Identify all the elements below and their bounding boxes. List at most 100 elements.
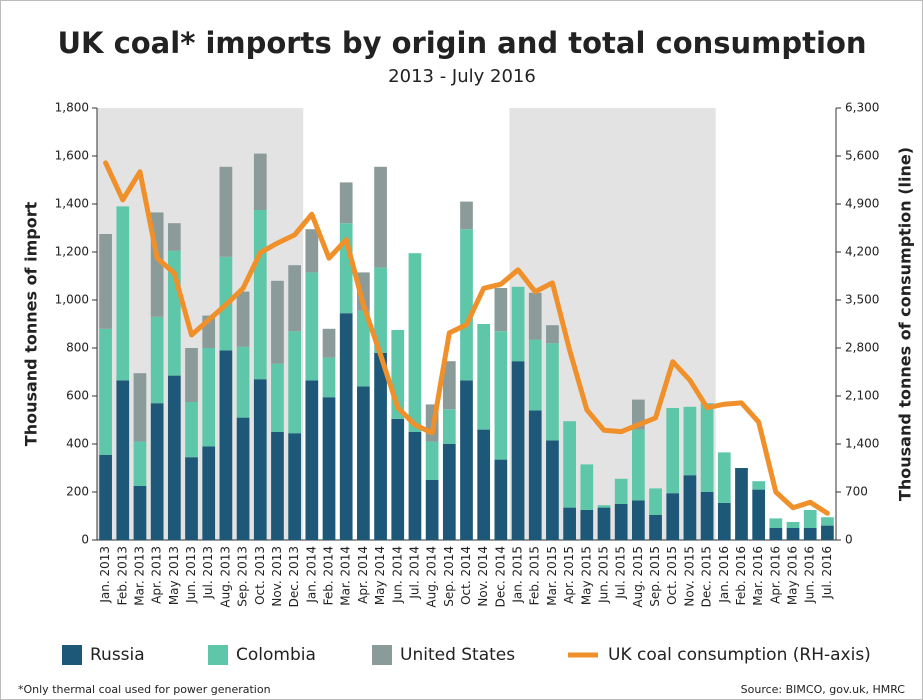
legend-swatch [62,645,82,665]
bar-segment [408,253,422,432]
bar-segment [563,507,576,540]
x-tick-label: Jan. 2013 [98,546,112,604]
bar-segment [442,409,456,444]
x-tick-label: Nov. 2015 [682,546,696,607]
bar-segment [339,313,353,540]
bar-segment [391,418,405,540]
y2-tick-label: 2,100 [845,389,879,403]
bar-segment [683,406,697,476]
bar-segment [700,492,714,540]
y2-tick-label: 2,800 [845,341,879,355]
x-tick-label: Apr. 2013 [150,546,164,604]
bar-segment [769,518,783,528]
y-tick-label: 200 [66,485,89,499]
bar-segment [322,357,336,398]
y2-tick-label: 1,400 [845,437,879,451]
bar-segment [253,379,267,540]
y2-axis-label: Thousand tonnes of consumption (line) [896,147,915,501]
x-tick-label: Nov. 2014 [476,546,490,607]
bar-segment [288,331,301,434]
bar-segment [271,432,284,540]
bar-segment [271,280,284,364]
x-tick-label: Jul. 2015 [614,546,628,600]
x-tick-label: Dec. 2015 [700,546,714,607]
bar-segment [236,417,250,540]
bar-segment [150,316,164,404]
x-tick-label: May 2013 [167,546,181,605]
bar-segment [374,352,387,540]
bar-segment [167,375,181,540]
bar-segment [752,489,766,540]
bar-segment [597,507,611,540]
bar-segment [150,403,164,540]
x-tick-label: Feb. 2013 [115,546,129,605]
y2-tick-label: 5,600 [845,149,879,163]
bar-segment [460,229,473,381]
bar-segment [374,267,387,353]
bar-segment [649,514,662,540]
bar-segment [253,153,267,210]
bar-segment [632,429,645,501]
bar-segment [752,481,766,490]
x-tick-label: Aug. 2014 [425,546,439,608]
y-tick-label: 1,000 [55,293,89,307]
year-band [97,108,304,540]
y-tick-label: 1,600 [55,149,89,163]
x-tick-label: Jul. 2014 [407,546,421,600]
bar-segment [546,325,559,344]
bar-segment [442,361,456,410]
bar-segment [305,272,319,381]
chart-subtitle: 2013 - July 2016 [388,66,536,87]
chart-title: UK coal* imports by origin and total con… [57,26,866,60]
bar-segment [425,480,439,540]
bar-segment [717,502,731,540]
x-tick-label: Sep. 2014 [442,546,456,607]
bar-segment [116,206,130,381]
bar-segment [580,464,594,510]
bar-segment [614,478,628,504]
bar-segment [357,310,370,387]
bar-segment [511,286,525,362]
bar-segment [99,328,112,455]
x-tick-label: Apr. 2015 [562,546,576,604]
bar-segment [185,457,198,540]
x-tick-label: Sep. 2013 [236,546,250,607]
bar-segment [185,348,198,402]
bar-segment [288,265,301,332]
bar-segment [305,229,319,273]
y2-tick-label: 700 [845,485,868,499]
bar-segment [786,528,800,540]
y-tick-label: 1,800 [55,101,89,115]
x-tick-label: Nov. 2013 [270,546,284,607]
bar-segment [477,324,491,430]
bar-segment [305,380,319,540]
y-tick-label: 1,400 [55,197,89,211]
x-tick-label: May 2014 [373,546,387,605]
y2-tick-label: 6,300 [845,101,879,115]
bar-segment [99,454,112,540]
x-tick-label: Mar. 2015 [545,546,559,606]
legend-label: Colombia [236,645,316,665]
bar-segment [803,510,817,528]
bar-segment [494,288,508,332]
year-band [509,108,716,540]
bar-segment [735,468,748,540]
bar-segment [116,380,130,540]
bar-segment [769,528,783,540]
bar-segment [528,410,542,540]
background-bands [97,108,716,540]
source: Source: BIMCO, gov.uk, HMRC [741,683,906,696]
bar-segment [717,452,731,503]
bar-segment [821,517,834,526]
bar-segment [803,528,817,540]
bar-segment [460,380,473,540]
y2-tick-label: 4,900 [845,197,879,211]
bar-segment [219,166,233,257]
x-tick-label: Sep. 2015 [648,546,662,607]
bar-segment [133,486,147,540]
bar-segment [236,346,250,418]
bar-segment [649,488,662,515]
bar-segment [133,441,147,486]
bar-segment [322,328,336,358]
